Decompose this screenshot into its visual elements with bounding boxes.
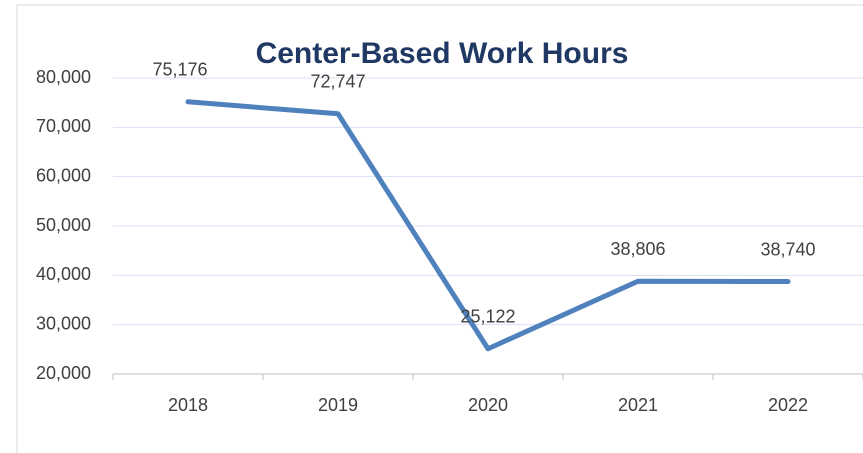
x-tick-label: 2021 <box>618 395 658 415</box>
y-tick-label: 20,000 <box>36 363 91 383</box>
y-tick-label: 30,000 <box>36 313 91 333</box>
data-label: 25,122 <box>460 306 515 326</box>
y-tick-label: 50,000 <box>36 215 91 235</box>
x-tick-label: 2018 <box>168 395 208 415</box>
data-label: 38,740 <box>760 239 815 259</box>
data-line <box>185 99 791 352</box>
x-tick-label: 2022 <box>768 395 808 415</box>
x-tick-label: 2019 <box>318 395 358 415</box>
chart-frame <box>16 4 863 453</box>
y-tick-label: 60,000 <box>36 165 91 185</box>
data-label: 72,747 <box>310 72 365 92</box>
y-tick-label: 80,000 <box>36 67 91 87</box>
chart-title: Center-Based Work Hours <box>256 37 629 70</box>
data-label: 75,176 <box>152 60 207 80</box>
y-tick-label: 40,000 <box>36 264 91 284</box>
data-label: 38,806 <box>610 239 665 259</box>
x-tick-label: 2020 <box>468 395 508 415</box>
y-tick-label: 70,000 <box>36 116 91 136</box>
